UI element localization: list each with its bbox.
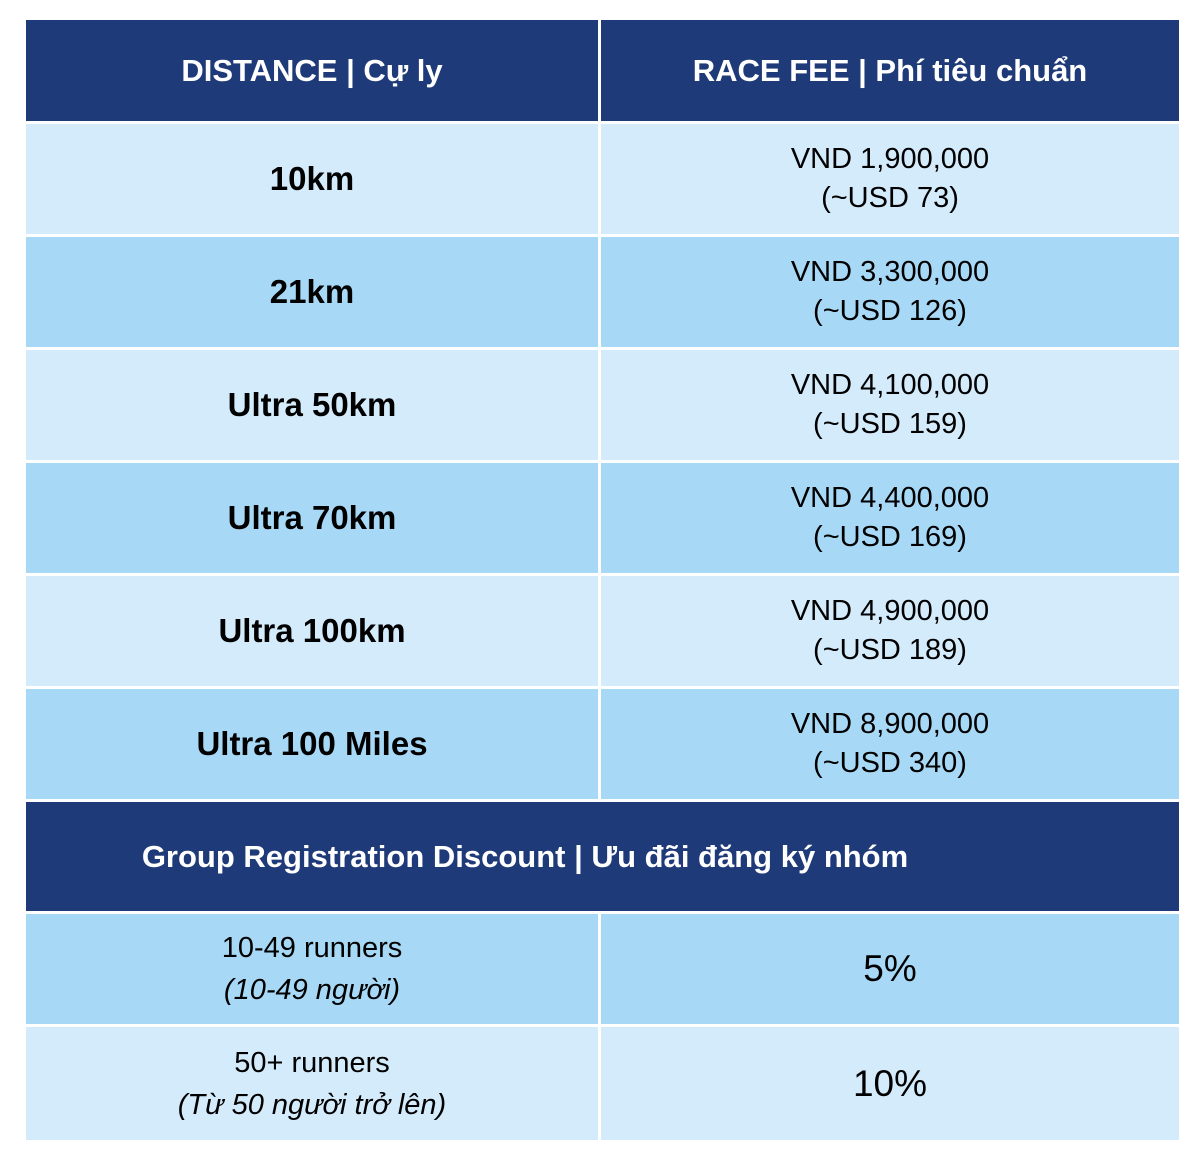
group-size-sublabel: (Từ 50 người trở lên) (177, 1088, 447, 1121)
distance-label: Ultra 70km (227, 499, 397, 536)
header-distance: DISTANCE | Cự ly (26, 20, 601, 121)
table-row: Ultra 100 Miles VND 8,900,000 (~USD 340) (26, 689, 1179, 802)
distance-label: 21km (269, 273, 355, 310)
table-row: Ultra 50km VND 4,100,000 (~USD 159) (26, 350, 1179, 463)
fee-usd: (~USD 126) (813, 295, 967, 327)
fee-vnd: VND 4,400,000 (790, 482, 990, 514)
table-row: 21km VND 3,300,000 (~USD 126) (26, 237, 1179, 350)
distance-label: Ultra 100 Miles (196, 725, 428, 762)
fee-vnd: VND 4,100,000 (790, 369, 990, 401)
group-size-sublabel: (10-49 người) (223, 974, 401, 1006)
table-row: 10-49 runners (10-49 người) 5% (26, 914, 1179, 1027)
distance-label: Ultra 100km (218, 612, 406, 649)
group-discount-title: Group Registration Discount | Ưu đãi đăn… (26, 802, 1179, 914)
race-fee-table: DISTANCE | Cự ly RACE FEE | Phí tiêu chu… (26, 20, 1179, 1140)
discount-value: 5% (863, 948, 917, 989)
fee-vnd: VND 4,900,000 (790, 595, 990, 627)
fee-usd: (~USD 159) (813, 408, 967, 440)
table-row: Ultra 70km VND 4,400,000 (~USD 169) (26, 463, 1179, 576)
table-row: Ultra 100km VND 4,900,000 (~USD 189) (26, 576, 1179, 689)
fee-vnd: VND 3,300,000 (790, 256, 990, 288)
group-size-label: 10-49 runners (221, 932, 403, 964)
distance-label: 10km (269, 160, 355, 197)
fee-vnd: VND 1,900,000 (790, 143, 990, 175)
group-size-label: 50+ runners (234, 1046, 390, 1079)
table-header-row: DISTANCE | Cự ly RACE FEE | Phí tiêu chu… (26, 20, 1179, 124)
distance-label: Ultra 50km (227, 386, 397, 423)
fee-usd: (~USD 340) (813, 747, 967, 779)
table-row: 10km VND 1,900,000 (~USD 73) (26, 124, 1179, 237)
fee-usd: (~USD 73) (821, 182, 959, 214)
discount-value: 10% (852, 1062, 928, 1104)
header-race-fee: RACE FEE | Phí tiêu chuẩn (692, 52, 1088, 88)
table-row: 50+ runners (Từ 50 người trở lên) 10% (26, 1027, 1179, 1140)
fee-usd: (~USD 169) (813, 521, 967, 553)
fee-usd: (~USD 189) (813, 634, 967, 666)
fee-vnd: VND 8,900,000 (790, 708, 990, 740)
